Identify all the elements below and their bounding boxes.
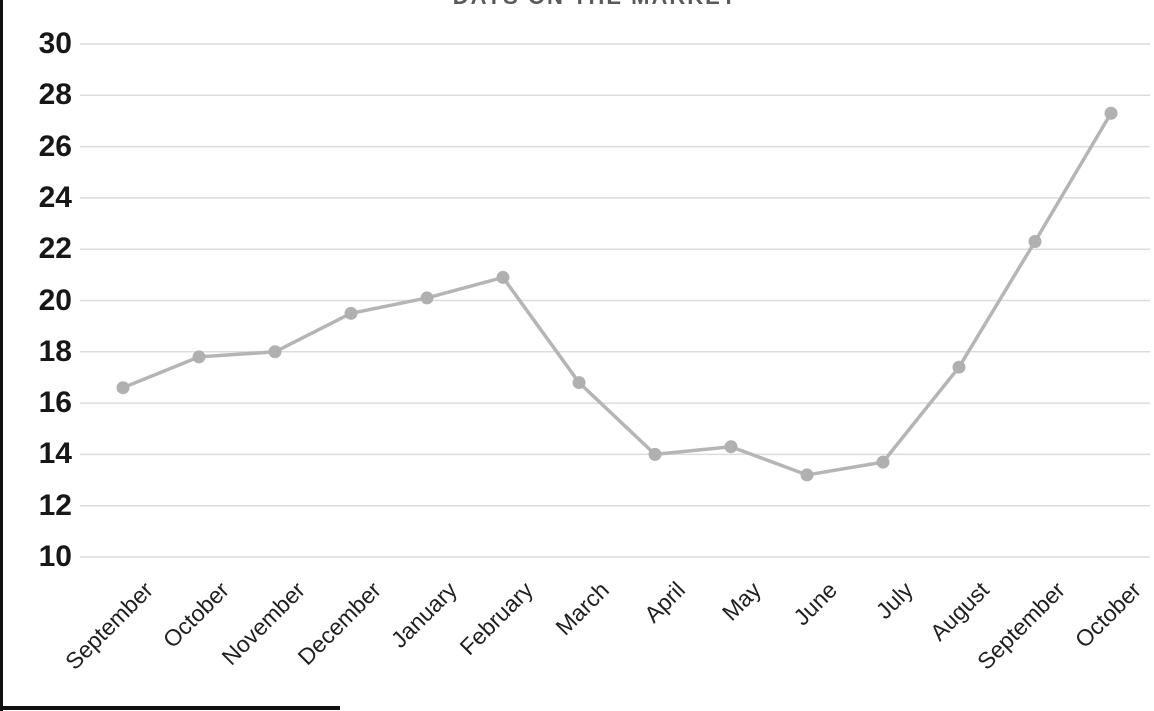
y-axis-tick-label: 14: [38, 437, 72, 471]
y-axis-tick-label: 24: [38, 180, 72, 214]
data-point-marker: [648, 447, 662, 461]
data-point-marker: [420, 291, 434, 305]
y-axis-tick-label: 20: [38, 283, 72, 317]
y-axis-tick-label: 16: [38, 386, 72, 420]
data-point-marker: [572, 376, 586, 390]
y-axis-tick-label: 10: [38, 540, 72, 573]
data-point-marker: [268, 345, 282, 359]
data-point-marker: [876, 455, 890, 469]
screenshot-bottom-border: [0, 706, 340, 710]
y-axis-tick-label: 30: [38, 27, 72, 60]
y-axis-tick-label: 28: [38, 78, 72, 112]
data-point-marker: [1104, 106, 1118, 120]
y-axis-tick-label: 22: [38, 232, 72, 266]
data-point-marker: [952, 360, 966, 374]
y-axis-tick-label: 18: [38, 334, 72, 368]
data-point-marker: [116, 381, 130, 395]
data-point-marker: [344, 306, 358, 320]
y-axis-tick-label: 12: [38, 488, 72, 522]
data-point-marker: [724, 440, 738, 454]
data-point-marker: [800, 468, 814, 482]
y-axis-tick-label: 26: [38, 129, 72, 163]
screenshot-left-border: [0, 0, 3, 711]
chart-title: DAYS ON THE MARKET: [453, 0, 738, 8]
series-line: [121, 111, 1113, 477]
data-point-marker: [192, 350, 206, 364]
data-point-marker: [1028, 235, 1042, 249]
data-point-marker: [496, 270, 510, 284]
